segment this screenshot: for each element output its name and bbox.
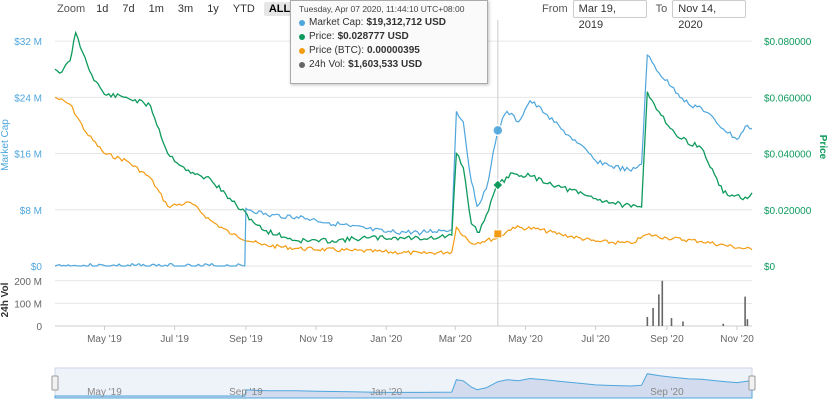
x-axis-tick-label: Sep '20 bbox=[650, 334, 684, 345]
market-cap-marker bbox=[492, 124, 504, 137]
tooltip-row: Price (BTC): 0.00000395 bbox=[291, 44, 487, 58]
navigator-handle[interactable] bbox=[51, 375, 59, 391]
date-range-picker: From Mar 19, 2019 To Nov 14, 2020 bbox=[542, 0, 747, 31]
x-axis-tick-label: Jul '19 bbox=[160, 334, 189, 345]
tooltip-value: $0.028777 USD bbox=[337, 31, 409, 42]
market-cap-line bbox=[54, 53, 753, 267]
tooltip-label: Price: bbox=[309, 31, 335, 42]
left-axis-title: Market Cap bbox=[0, 119, 11, 171]
tooltip-header: Tuesday, Apr 07 2020, 11:44:10 UTC+08:00 bbox=[299, 4, 465, 14]
to-date-input[interactable]: Nov 14, 2020 bbox=[672, 0, 747, 31]
navigator-tick-label: May '19 bbox=[87, 387, 122, 398]
navigator-tick-label: Sep '19 bbox=[229, 387, 263, 398]
left-axis-tick-label: $0 bbox=[31, 262, 43, 273]
navigator-series bbox=[54, 373, 753, 399]
tooltip-label: Price (BTC): bbox=[309, 45, 364, 56]
zoom-button-1d[interactable]: 1d bbox=[96, 3, 109, 15]
x-axis-tick-label: Nov '19 bbox=[299, 334, 333, 345]
x-axis-tick-label: Jul '20 bbox=[581, 334, 610, 345]
tooltip-row: Price: $0.028777 USD bbox=[291, 30, 487, 44]
from-date-input[interactable]: Mar 19, 2019 bbox=[572, 0, 647, 31]
volume-bar bbox=[658, 294, 660, 326]
x-axis-tick-label: Nov '20 bbox=[720, 334, 754, 345]
tooltip-value: $1,603,533 USD bbox=[348, 59, 423, 70]
volume-axis-title: 24h Vol bbox=[0, 282, 11, 317]
from-label: From bbox=[542, 3, 568, 15]
tooltip-label: 24h Vol: bbox=[309, 59, 346, 70]
right-axis-tick-label: $0.060000 bbox=[764, 93, 812, 104]
volume-bar bbox=[744, 296, 746, 326]
zoom-button-1m[interactable]: 1m bbox=[148, 3, 164, 15]
volume-bar bbox=[661, 280, 664, 326]
right-axis-tick-label: $0 bbox=[764, 262, 776, 273]
price-btc-line bbox=[54, 96, 753, 256]
volume-bar bbox=[682, 321, 684, 326]
x-axis-tick-label: Jan '20 bbox=[370, 334, 402, 345]
zoom-button-all[interactable]: ALL bbox=[263, 2, 296, 16]
volume-bar bbox=[670, 318, 673, 326]
tooltip-row: Market Cap: $19,312,712 USD bbox=[291, 16, 487, 30]
x-axis-tick-label: Sep '19 bbox=[229, 334, 263, 345]
tooltip-value: $19,312,712 USD bbox=[366, 17, 446, 28]
zoom-button-1y[interactable]: 1y bbox=[207, 3, 219, 15]
price-marker bbox=[492, 179, 504, 191]
navigator-tick-label: Jan '20 bbox=[370, 387, 402, 398]
right-axis-tick-label: $0.080000 bbox=[764, 37, 812, 48]
tooltip-row: 24h Vol: $1,603,533 USD bbox=[291, 58, 487, 72]
x-axis-tick-label: May '20 bbox=[508, 334, 543, 345]
chart-series bbox=[54, 30, 753, 326]
series-dot-icon bbox=[299, 48, 305, 54]
chart-axes: $0 $8 M $16 M $24 M $32 M $0 $0.020000 $0.04000… bbox=[0, 37, 828, 345]
right-axis-tick-label: $0.020000 bbox=[764, 206, 812, 217]
zoom-bar: Zoom 1d 7d 1m 3m 1y YTD ALL bbox=[0, 0, 299, 18]
x-axis-tick-label: May '19 bbox=[87, 334, 122, 345]
navigator-handle[interactable] bbox=[748, 375, 756, 391]
chart-markers bbox=[492, 124, 504, 239]
zoom-button-3m[interactable]: 3m bbox=[177, 3, 194, 15]
zoom-label: Zoom bbox=[57, 3, 86, 15]
series-dot-icon bbox=[299, 20, 305, 26]
right-axis-title: Price bbox=[817, 135, 828, 160]
volume-bar bbox=[646, 316, 649, 326]
x-axis-tick-label: Mar '20 bbox=[439, 334, 472, 345]
volume-bar bbox=[722, 323, 725, 326]
volume-axis-tick-label: 200 M bbox=[14, 277, 42, 288]
zoom-button-7d[interactable]: 7d bbox=[122, 3, 135, 15]
navigator-tick-label: Sep '20 bbox=[650, 387, 684, 398]
left-axis-tick-label: $24 M bbox=[14, 93, 42, 104]
series-dot-icon bbox=[299, 34, 305, 40]
left-axis-tick-label: $8 M bbox=[20, 206, 42, 217]
right-axis-tick-label: $0.040000 bbox=[764, 150, 812, 161]
volume-axis-tick-label: 0 bbox=[36, 322, 42, 333]
volume-axis-tick-label: 100 M bbox=[14, 299, 42, 310]
price-line bbox=[54, 30, 753, 244]
tooltip-value: 0.00000395 bbox=[367, 45, 420, 56]
volume-bar bbox=[746, 319, 749, 326]
zoom-button-ytd[interactable]: YTD bbox=[232, 3, 255, 15]
chart-tooltip: Tuesday, Apr 07 2020, 11:44:10 UTC+08:00… bbox=[290, 0, 488, 84]
navigator[interactable]: May '19 Sep '19 Jan '20 Sep '20 bbox=[51, 367, 756, 399]
to-label: To bbox=[655, 3, 668, 15]
price-btc-marker bbox=[493, 229, 503, 239]
left-axis-tick-label: $16 M bbox=[14, 150, 42, 161]
volume-bar bbox=[652, 307, 654, 326]
tooltip-label: Market Cap: bbox=[309, 17, 364, 28]
left-axis-tick-label: $32 M bbox=[14, 37, 42, 48]
series-dot-icon bbox=[299, 62, 305, 68]
